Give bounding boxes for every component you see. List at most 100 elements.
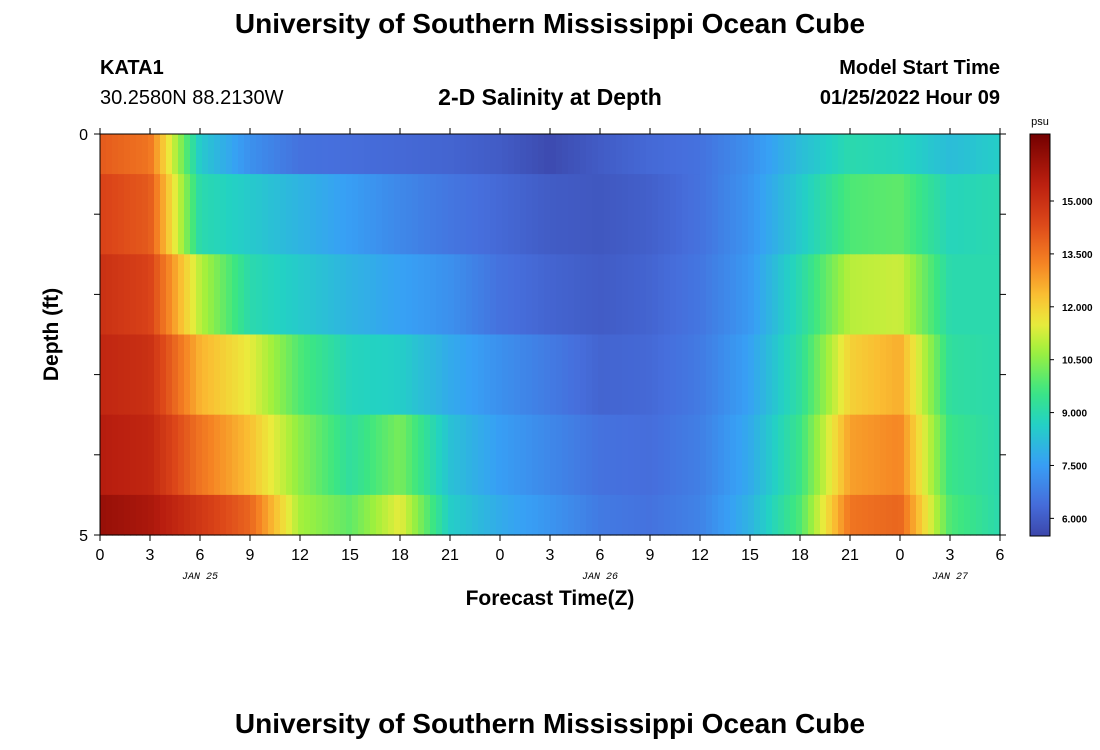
heatmap-cell (430, 494, 437, 536)
heatmap-cell (208, 254, 215, 336)
x-tick-label: 21 (841, 547, 859, 564)
heatmap-cell (700, 174, 707, 255)
heatmap-cell (436, 134, 443, 175)
heatmap-cell (640, 254, 647, 336)
heatmap-cell (532, 414, 539, 496)
heatmap-cell (478, 254, 485, 336)
colorbar-tick-label: 6.000 (1062, 514, 1087, 525)
heatmap-cell (178, 494, 185, 536)
heatmap-cell (418, 174, 425, 255)
heatmap-cell (724, 254, 731, 336)
heatmap-cell (100, 134, 107, 175)
heatmap-cell (172, 134, 179, 175)
heatmap-cell (622, 414, 629, 496)
heatmap-cell (118, 334, 125, 416)
heatmap-cell (292, 494, 299, 536)
heatmap-cell (106, 174, 113, 255)
heatmap-cell (574, 494, 581, 536)
heatmap-cell (166, 494, 173, 536)
heatmap-cell (544, 134, 551, 175)
heatmap-cell (688, 174, 695, 255)
y-tick-label: 5 (79, 528, 88, 545)
heatmap-cell (802, 414, 809, 496)
heatmap-cell (778, 134, 785, 175)
heatmap-cell (604, 414, 611, 496)
heatmap-cell (448, 334, 455, 416)
heatmap-cell (646, 334, 653, 416)
heatmap-cell (892, 494, 899, 536)
heatmap-cell (928, 254, 935, 336)
heatmap-cell (670, 174, 677, 255)
heatmap-cell (370, 254, 377, 336)
heatmap-cell (280, 494, 287, 536)
heatmap-cell (334, 334, 341, 416)
heatmap-cell (760, 254, 767, 336)
heatmap-cell (376, 134, 383, 175)
heatmap-cell (850, 134, 857, 175)
x-tick-label: 12 (291, 547, 309, 564)
heatmap-cell (706, 414, 713, 496)
heatmap-cell (106, 414, 113, 496)
heatmap-cell (130, 254, 137, 336)
heatmap-cell (994, 174, 1001, 255)
heatmap-cell (880, 494, 887, 536)
y-axis-label: Depth (ft) (40, 288, 63, 381)
heatmap-cell (112, 134, 119, 175)
heatmap-cell (232, 494, 239, 536)
heatmap-cell (418, 134, 425, 175)
heatmap-cell (340, 494, 347, 536)
heatmap-cell (586, 414, 593, 496)
heatmap-cell (892, 334, 899, 416)
heatmap-cell (592, 174, 599, 255)
heatmap-cell (256, 334, 263, 416)
heatmap-cell (400, 254, 407, 336)
heatmap-cell (562, 174, 569, 255)
heatmap-cell (472, 134, 479, 175)
heatmap-cell (388, 174, 395, 255)
x-tick-label: 21 (441, 547, 459, 564)
heatmap-cell (172, 494, 179, 536)
heatmap-cell (160, 414, 167, 496)
heatmap-cell (784, 134, 791, 175)
heatmap-cell (922, 414, 929, 496)
heatmap-cell (916, 174, 923, 255)
heatmap-cell (634, 414, 641, 496)
heatmap-cell (652, 494, 659, 536)
heatmap-cell (526, 134, 533, 175)
heatmap-cell (364, 334, 371, 416)
heatmap-cell (838, 134, 845, 175)
heatmap-cell (730, 494, 737, 536)
heatmap-cell (286, 334, 293, 416)
heatmap-cell (664, 414, 671, 496)
x-tick-label: 0 (96, 547, 105, 564)
heatmap-cell (790, 494, 797, 536)
heatmap-cell (250, 174, 257, 255)
heatmap-cell (712, 254, 719, 336)
heatmap-cell (862, 174, 869, 255)
heatmap-cell (652, 174, 659, 255)
heatmap-cell (328, 414, 335, 496)
heatmap-cell (274, 414, 281, 496)
heatmap-cell (334, 134, 341, 175)
heatmap-cell (412, 174, 419, 255)
heatmap-cell (472, 414, 479, 496)
heatmap-cell (202, 254, 209, 336)
heatmap-cell (694, 254, 701, 336)
heatmap-cell (490, 254, 497, 336)
heatmap-cell (208, 174, 215, 255)
heatmap-cell (268, 134, 275, 175)
heatmap-cell (520, 134, 527, 175)
heatmap-cell (766, 174, 773, 255)
heatmap-cell (820, 254, 827, 336)
heatmap-cell (436, 334, 443, 416)
heatmap-cell (262, 134, 269, 175)
heatmap-cell (382, 134, 389, 175)
heatmap-cell (322, 494, 329, 536)
heatmap-cell (958, 334, 965, 416)
heatmap-cell (160, 254, 167, 336)
heatmap-cell (850, 414, 857, 496)
heatmap-cell (454, 414, 461, 496)
heatmap-cell (256, 174, 263, 255)
heatmap-cell (952, 494, 959, 536)
heatmap-cell (670, 494, 677, 536)
